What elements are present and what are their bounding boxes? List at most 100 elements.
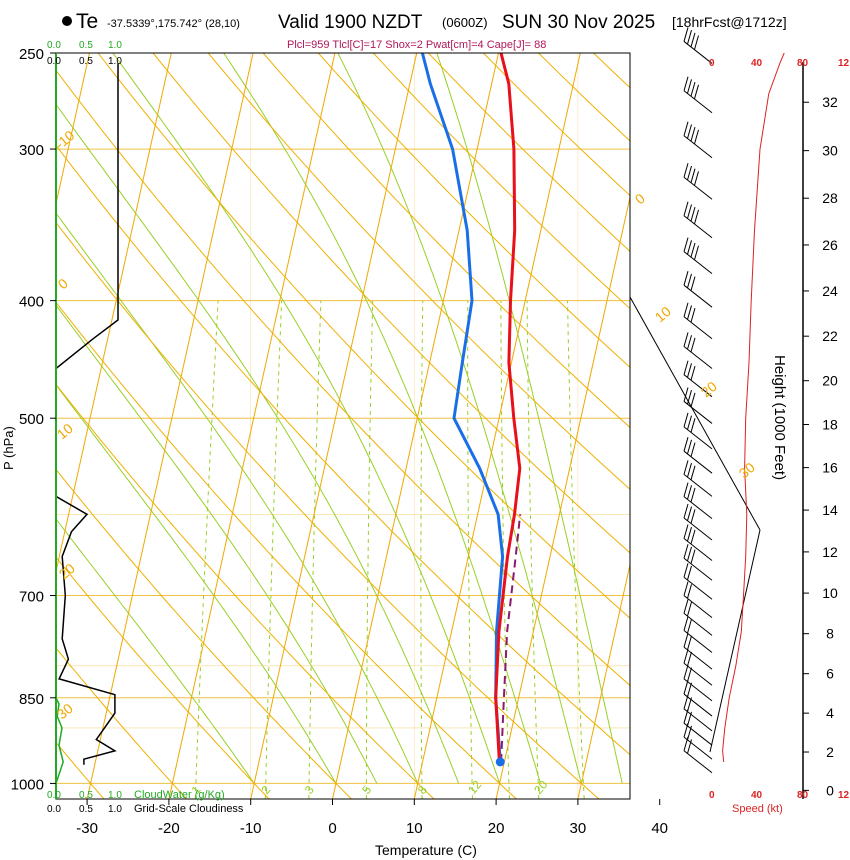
- dry-adiabat: [56, 468, 352, 799]
- moist-adiabat: [436, 53, 623, 784]
- wind-barb-flag: [683, 360, 689, 375]
- moist-adiabat: [56, 304, 378, 784]
- mixing-ratio-label: 3: [302, 783, 317, 797]
- wind-barb-flag: [683, 271, 689, 286]
- wind-barb-flag: [687, 619, 692, 634]
- wind-barb-flag: [687, 667, 692, 682]
- mixing-ratio-lines: [194, 300, 585, 799]
- temp-tick-0: 0: [328, 820, 336, 837]
- bottom-cloudwater-tick-0: 0.0: [47, 790, 61, 801]
- wind-barb: [683, 557, 713, 581]
- wind-barb: [683, 215, 713, 239]
- isotherm-label: 10: [54, 420, 76, 442]
- station-coords: -37.5339°,175.742° (28,10): [107, 18, 240, 30]
- mixing-ratio-line: [500, 300, 510, 799]
- wind-barb-flag: [687, 527, 692, 542]
- wind-barb: [683, 722, 713, 746]
- isotherm-0: [332, 53, 499, 799]
- wind-barb: [683, 374, 713, 398]
- wind-barb: [683, 474, 713, 497]
- wind-barb-flag: [683, 121, 689, 136]
- sounding-series: [420, 53, 522, 767]
- mixing-ratio-label: 20: [531, 777, 551, 796]
- wind-barb-flag: [683, 503, 689, 519]
- wind-barb-flag: [690, 549, 696, 564]
- wind-barb: [683, 708, 713, 732]
- dewpoint-trace: [420, 53, 505, 763]
- wind-barbs: [683, 27, 785, 774]
- wind-barb: [683, 426, 713, 450]
- speed-top-tick-2: 80: [797, 58, 809, 69]
- wind-barb-flag: [687, 462, 692, 478]
- wind-barb-flag: [687, 601, 692, 617]
- height-tick-14: 14: [822, 502, 838, 518]
- wind-barb-flag: [690, 337, 696, 353]
- top-cloudwater-tick-0: 0.0: [47, 40, 61, 51]
- height-tick-8: 8: [826, 626, 834, 642]
- bottom-cloudwater-tick-2: 1.0: [108, 790, 122, 801]
- wind-barb: [683, 284, 713, 308]
- temp-tick-40: 40: [651, 820, 668, 837]
- wind-barb-flag: [690, 207, 696, 222]
- speed-top-tick-3: 12: [838, 58, 850, 69]
- wind-barb-flag: [690, 276, 696, 291]
- wind-barb: [683, 496, 713, 520]
- mixing-ratio-line: [567, 300, 585, 799]
- wind-barb-flag: [690, 418, 696, 433]
- speed-axis-label: Speed (kt): [732, 803, 783, 815]
- cloudwater-profile: [55, 697, 64, 784]
- pressure-tick-850: 850: [19, 691, 44, 708]
- isotherm-20: [495, 194, 630, 799]
- wind-barb-flag: [683, 76, 689, 91]
- wind-barb: [683, 750, 713, 774]
- isotherm-label: 30: [54, 700, 76, 722]
- wind-barb-flag: [683, 302, 689, 317]
- isotherm-label: 10: [652, 303, 674, 325]
- wind-barb-flag: [694, 129, 699, 145]
- height-tick-28: 28: [822, 190, 838, 206]
- wind-barb-flag: [690, 465, 696, 480]
- mixing-ratio-line: [420, 300, 424, 799]
- wind-barb: [683, 41, 713, 64]
- dry-adiabat: [56, 556, 270, 799]
- valid-time: Valid 1900 NZDT: [278, 12, 423, 33]
- axes: 1 2 3 5 8 12 20-100102030010203025030040050070…: [11, 46, 838, 837]
- speed-bottom-tick-3: 12: [838, 790, 850, 801]
- mixing-ratio-line: [264, 300, 283, 799]
- isotherm-label: 0: [55, 275, 71, 292]
- wind-barb: [683, 346, 713, 369]
- isotherm-lines: [56, 53, 630, 799]
- wind-barb: [683, 90, 713, 114]
- isotherm--40: [56, 53, 172, 574]
- bottom-cloudwater-tick-1: 0.5: [79, 790, 93, 801]
- wind-barb-flag: [683, 599, 689, 614]
- pressure-tick-500: 500: [19, 411, 44, 428]
- wind-barb: [683, 693, 713, 717]
- moist-adiabat-lines: [56, 53, 623, 784]
- wind-barb-flag: [690, 81, 696, 97]
- wind-barb-flag: [694, 35, 699, 50]
- wind-barb-flag: [690, 32, 696, 47]
- height-tick-6: 6: [826, 666, 834, 682]
- dry-adiabat: [593, 53, 630, 89]
- wind-barb-flag: [683, 387, 689, 402]
- wind-barb: [683, 538, 713, 561]
- speed-top-tick-1: 40: [751, 58, 763, 69]
- isotherm-10: [413, 53, 581, 799]
- height-tick-22: 22: [822, 328, 838, 344]
- isotherm-30: [577, 562, 630, 799]
- wind-barb-flag: [687, 635, 692, 650]
- dry-adiabat: [56, 647, 187, 799]
- wind-barb-flag: [694, 245, 699, 260]
- dry-adiabat: [152, 53, 630, 554]
- wind-barb-flag: [683, 482, 689, 497]
- mixing-ratio-line: [194, 300, 219, 799]
- moist-adiabat: [56, 212, 419, 784]
- isotherm--50: [56, 53, 90, 206]
- wind-barb: [683, 612, 713, 636]
- wind-barb-flag: [687, 439, 692, 455]
- wind-barb-flag: [690, 529, 696, 545]
- speed-bottom-tick-2: 80: [797, 790, 809, 801]
- wind-barb: [683, 135, 713, 159]
- temp-tick-10: 10: [406, 820, 423, 837]
